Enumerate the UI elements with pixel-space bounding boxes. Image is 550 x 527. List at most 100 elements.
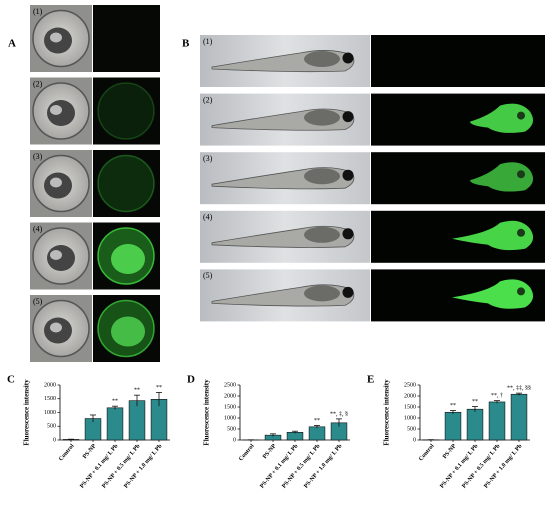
x-tick-label: PS-NP	[82, 443, 98, 460]
fluorescence-image	[93, 5, 160, 72]
larva-eye	[342, 169, 354, 181]
x-tick-label: PS-NP + 1.0 mg/ L Pb	[303, 443, 344, 490]
error-bar	[270, 433, 276, 437]
significance-label: **	[112, 399, 118, 405]
y-tick-label: 0	[233, 437, 236, 443]
row-label: (4)	[33, 224, 43, 233]
error-bar	[292, 430, 298, 434]
y-tick-label: 500	[407, 426, 416, 432]
significance-label: **	[314, 418, 320, 424]
y-tick-label: 2500	[404, 382, 416, 388]
x-tick-label: PS-NP + 0.1 mg/ L Pb	[439, 443, 480, 490]
bar	[106, 407, 124, 441]
fluorescence-image	[371, 35, 545, 87]
x-tick-label: PS-NP + 0.5 mg/ L Pb	[101, 443, 142, 490]
y-tick-label: 1500	[404, 404, 416, 410]
y-tick-label: 1000	[44, 410, 56, 416]
y-tick-label: 2000	[44, 382, 56, 388]
significance-label: **	[134, 388, 140, 394]
significance-label: **	[472, 399, 478, 405]
row-label: (1)	[203, 37, 213, 46]
bar	[308, 426, 326, 441]
larva-yolk	[304, 168, 340, 185]
larva-yolk	[304, 226, 340, 243]
error-bar	[134, 394, 140, 407]
row-label: (3)	[33, 152, 43, 161]
larva-yolk	[304, 51, 340, 67]
y-tick-label: 2000	[404, 393, 416, 399]
fluorescence-head	[452, 220, 534, 251]
bar	[466, 408, 484, 441]
significance-label: **	[450, 403, 456, 409]
y-tick-label: 1500	[44, 396, 56, 402]
x-tick-label: PS-NP + 0.5 mg/ L Pb	[281, 443, 322, 490]
error-bar	[90, 414, 96, 423]
x-tick-label: PS-NP	[262, 443, 278, 460]
larva-yolk	[304, 285, 340, 302]
significance-label: **, ‡‡, §§	[507, 386, 531, 392]
row-label: (2)	[33, 79, 43, 88]
row-label: (2)	[203, 95, 213, 104]
larva-eye	[342, 52, 354, 64]
y-tick-label: 0	[53, 437, 56, 443]
fluorescence-ring	[97, 154, 155, 213]
x-tick-label: Control	[418, 443, 436, 462]
error-bar	[516, 392, 522, 396]
x-tick-label: PS-NP + 0.5 mg/ L Pb	[461, 443, 502, 490]
row-label: (4)	[203, 213, 213, 222]
error-bar	[472, 406, 478, 412]
row-label: (5)	[203, 271, 213, 280]
embryo-yolk-shine	[50, 105, 62, 115]
row-label: (1)	[33, 7, 43, 16]
panel-label: D	[187, 374, 195, 386]
significance-label: **	[156, 385, 162, 391]
x-tick-label: Control	[58, 443, 76, 462]
fluorescence-head	[470, 162, 534, 192]
panel-label: B	[182, 38, 190, 50]
error-bar	[68, 438, 74, 440]
larva-eye	[342, 111, 354, 123]
error-bar	[336, 418, 342, 427]
y-axis-label: Fluorescence intensity	[203, 379, 211, 446]
bar	[128, 400, 146, 441]
fluorescence-ring	[97, 82, 155, 140]
error-bar	[314, 425, 320, 429]
y-tick-label: 2000	[224, 393, 236, 399]
embryo-yolk-shine	[50, 322, 62, 333]
fluorescence-head	[470, 103, 534, 133]
fluorescence-image	[93, 150, 160, 217]
panel-label: E	[367, 374, 374, 386]
x-tick-label: PS-NP + 0.1 mg/ L Pb	[79, 443, 120, 490]
y-axis-label: Fluorescence intensity	[383, 379, 391, 446]
larva-eye-dark	[517, 170, 525, 179]
significance-label: **, †	[491, 393, 503, 399]
error-bar	[450, 410, 456, 415]
x-tick-label: PS-NP + 1.0 mg/ L Pb	[483, 443, 524, 490]
bar	[286, 431, 304, 441]
larva-eye-dark	[517, 228, 525, 237]
x-tick-label: Control	[238, 443, 256, 462]
fluorescence-yolk	[111, 316, 145, 347]
fluorescence-head	[452, 279, 534, 309]
embryo-yolk-shine	[50, 177, 62, 188]
y-tick-label: 2500	[224, 382, 236, 388]
larva-yolk	[304, 109, 340, 126]
x-tick-label: PS-NP + 0.1 mg/ L Pb	[259, 443, 300, 490]
error-bar	[112, 405, 118, 410]
bar	[444, 411, 462, 441]
bar	[488, 401, 506, 441]
larva-eye-dark	[517, 111, 525, 120]
y-axis-label: Fluorescence intensity	[23, 379, 31, 446]
error-bar	[156, 392, 162, 407]
y-tick-label: 500	[227, 426, 236, 432]
fluorescence-image	[93, 77, 160, 145]
embryo-yolk-shine	[50, 250, 62, 260]
x-tick-label: PS-NP + 1.0 mg/ L Pb	[123, 443, 164, 490]
larva-eye	[342, 228, 354, 240]
bar	[510, 393, 528, 441]
embryo-yolk-shine	[50, 32, 62, 43]
larva-eye	[342, 286, 354, 298]
significance-label: **, ‡, §	[330, 411, 348, 417]
row-label: (5)	[33, 297, 43, 306]
